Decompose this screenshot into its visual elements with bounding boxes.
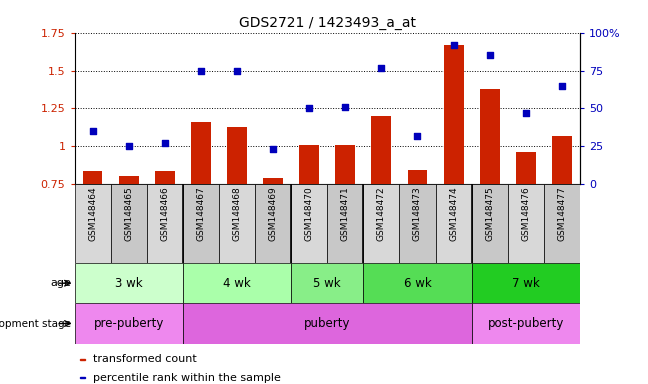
- Text: age: age: [51, 278, 71, 288]
- Bar: [80, 359, 85, 360]
- Bar: [327, 184, 364, 263]
- Bar: [183, 303, 472, 344]
- Text: transformed count: transformed count: [93, 354, 196, 364]
- Point: [557, 83, 567, 89]
- Point: [87, 128, 98, 134]
- Point: [159, 140, 170, 146]
- Bar: [444, 45, 463, 298]
- Text: percentile rank within the sample: percentile rank within the sample: [93, 372, 281, 382]
- Bar: [291, 184, 327, 263]
- Bar: [227, 127, 247, 298]
- Bar: [75, 184, 111, 263]
- Bar: [80, 377, 85, 378]
- Bar: [183, 263, 291, 303]
- Bar: [119, 176, 139, 298]
- Point: [412, 133, 422, 139]
- Bar: [263, 178, 283, 298]
- Bar: [472, 184, 508, 263]
- Bar: [75, 263, 183, 303]
- Text: GSM148477: GSM148477: [557, 187, 566, 242]
- Bar: [472, 263, 580, 303]
- Bar: [155, 171, 175, 298]
- Point: [340, 104, 351, 110]
- Bar: [399, 184, 435, 263]
- Point: [520, 110, 531, 116]
- Text: GSM148475: GSM148475: [485, 187, 494, 242]
- Bar: [111, 184, 146, 263]
- Bar: [408, 170, 428, 298]
- Text: GSM148471: GSM148471: [341, 187, 350, 242]
- Text: 4 wk: 4 wk: [223, 277, 251, 290]
- Bar: [255, 184, 291, 263]
- Bar: [508, 184, 544, 263]
- Bar: [552, 136, 572, 298]
- Point: [485, 52, 495, 58]
- Point: [268, 146, 278, 152]
- Text: GSM148473: GSM148473: [413, 187, 422, 242]
- Bar: [146, 184, 183, 263]
- Bar: [75, 303, 183, 344]
- Bar: [364, 184, 399, 263]
- Text: 6 wk: 6 wk: [404, 277, 432, 290]
- Text: GSM148470: GSM148470: [305, 187, 314, 242]
- Bar: [544, 184, 580, 263]
- Text: GSM148469: GSM148469: [268, 187, 277, 242]
- Point: [376, 65, 387, 71]
- Bar: [516, 152, 536, 298]
- Text: GSM148466: GSM148466: [160, 187, 169, 242]
- Text: 7 wk: 7 wk: [512, 277, 540, 290]
- Text: post-puberty: post-puberty: [487, 317, 564, 330]
- Text: puberty: puberty: [304, 317, 351, 330]
- Bar: [83, 171, 102, 298]
- Point: [196, 68, 206, 74]
- Title: GDS2721 / 1423493_a_at: GDS2721 / 1423493_a_at: [238, 16, 416, 30]
- Text: GSM148468: GSM148468: [233, 187, 242, 242]
- Bar: [183, 184, 219, 263]
- Bar: [299, 145, 319, 298]
- Text: GSM148472: GSM148472: [377, 187, 386, 241]
- Bar: [191, 122, 211, 298]
- Text: GSM148464: GSM148464: [88, 187, 97, 241]
- Bar: [472, 303, 580, 344]
- Text: GSM148465: GSM148465: [124, 187, 133, 242]
- Bar: [435, 184, 472, 263]
- Point: [232, 68, 242, 74]
- Bar: [336, 145, 355, 298]
- Point: [304, 106, 314, 112]
- Text: GSM148476: GSM148476: [521, 187, 530, 242]
- Bar: [364, 263, 472, 303]
- Bar: [480, 89, 500, 298]
- Bar: [291, 263, 364, 303]
- Text: GSM148474: GSM148474: [449, 187, 458, 241]
- Text: pre-puberty: pre-puberty: [93, 317, 164, 330]
- Text: 3 wk: 3 wk: [115, 277, 143, 290]
- Point: [124, 143, 134, 149]
- Point: [448, 42, 459, 48]
- Text: 5 wk: 5 wk: [314, 277, 341, 290]
- Text: GSM148467: GSM148467: [196, 187, 205, 242]
- Text: development stage: development stage: [0, 318, 71, 329]
- Bar: [219, 184, 255, 263]
- Bar: [371, 116, 391, 298]
